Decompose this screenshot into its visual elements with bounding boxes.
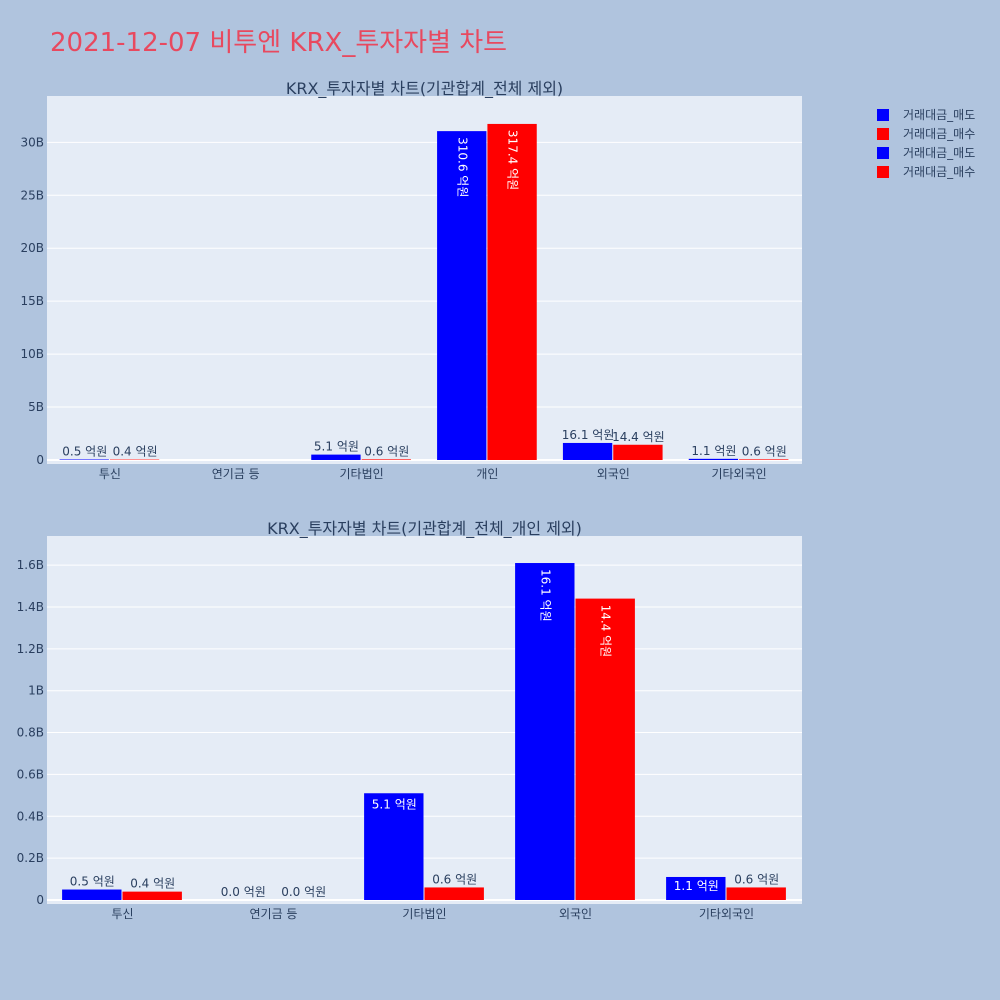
data-label: 0.5 억원	[70, 875, 115, 889]
legend-swatch	[877, 109, 889, 121]
x-tick-label: 기타법인	[339, 467, 383, 481]
data-label: 0.4 억원	[130, 877, 175, 891]
bar	[562, 442, 613, 460]
bar	[361, 459, 411, 460]
data-label: 0.0 억원	[281, 885, 326, 899]
y-tick-label: 10B	[20, 347, 44, 361]
bar	[62, 889, 122, 900]
x-tick-label: 투신	[99, 467, 121, 481]
data-label: 0.6 억원	[734, 872, 779, 886]
data-label: 14.4 억원	[599, 605, 613, 658]
data-label: 0.0 억원	[221, 885, 266, 899]
legend-label: 거래대금_매도	[903, 108, 975, 122]
y-tick-label: 0.4B	[17, 809, 44, 823]
x-tick-label: 개인	[476, 467, 498, 481]
y-tick-label: 1.2B	[17, 642, 44, 656]
data-label: 317.4 억원	[506, 130, 520, 190]
bar	[364, 793, 424, 900]
data-label: 0.6 억원	[364, 444, 409, 458]
x-tick-label: 기타외국인	[711, 467, 766, 481]
y-tick-label: 0.8B	[17, 726, 44, 740]
bar	[726, 887, 786, 900]
data-label: 1.1 억원	[674, 879, 719, 893]
data-label: 0.6 억원	[742, 444, 787, 458]
y-tick-label: 1.4B	[17, 600, 44, 614]
x-tick-label: 외국인	[559, 907, 592, 921]
bar	[311, 454, 361, 460]
data-label: 1.1 억원	[691, 444, 736, 458]
x-tick-label: 연기금 등	[212, 467, 260, 481]
y-tick-label: 30B	[20, 135, 44, 149]
bar	[688, 458, 739, 460]
y-tick-label: 0	[36, 893, 44, 907]
y-tick-label: 1.6B	[17, 558, 44, 572]
page-title: 2021-12-07 비투엔 KRX_투자자별 차트	[50, 28, 508, 58]
data-label: 14.4 억원	[612, 430, 665, 444]
x-tick-label: 외국인	[597, 467, 630, 481]
data-label: 5.1 억원	[314, 440, 359, 454]
bar	[739, 459, 789, 460]
data-label: 0.5 억원	[62, 444, 107, 458]
data-label: 310.6 억원	[455, 137, 469, 197]
y-tick-label: 0	[36, 453, 44, 467]
legend-label: 거래대금_매수	[903, 165, 975, 179]
y-tick-label: 15B	[20, 294, 44, 308]
bar	[437, 131, 487, 461]
plot-area	[47, 96, 802, 464]
x-tick-label: 연기금 등	[250, 907, 298, 921]
y-tick-label: 0.2B	[17, 851, 44, 865]
x-tick-label: 기타법인	[402, 907, 446, 921]
legend-label: 거래대금_매도	[903, 146, 975, 160]
bar	[666, 876, 726, 900]
data-label: 0.6 억원	[432, 872, 477, 886]
x-tick-label: 기타외국인	[699, 907, 754, 921]
chart-1: 0 5B 10B 15B 20B 25B 30B KRX_투자자별 차트(기관합계_전체 제외…	[20, 79, 802, 481]
chart-title: KRX_투자자별 차트(기관합계_전체_개인 제외)	[267, 519, 582, 539]
bar	[487, 123, 537, 460]
y-tick-label: 1B	[28, 684, 44, 698]
bar	[515, 563, 575, 900]
data-label: 16.1 억원	[562, 428, 615, 442]
legend-swatch	[877, 147, 889, 159]
y-tick-label: 0.6B	[17, 767, 44, 781]
chart-title: KRX_투자자별 차트(기관합계_전체 제외)	[286, 79, 563, 99]
y-tick-label: 5B	[28, 400, 44, 414]
legend-swatch	[877, 166, 889, 178]
bar	[575, 598, 635, 900]
data-label: 5.1 억원	[372, 797, 417, 811]
legend-swatch	[877, 128, 889, 140]
legend-label: 거래대금_매수	[903, 127, 975, 141]
y-tick-label: 25B	[20, 188, 44, 202]
data-label: 0.4 억원	[113, 445, 158, 459]
y-tick-label: 20B	[20, 241, 44, 255]
bar	[613, 444, 663, 460]
x-tick-label: 투신	[111, 907, 133, 921]
data-label: 16.1 억원	[538, 569, 552, 622]
bar	[424, 887, 484, 900]
bar	[59, 459, 109, 460]
chart-2: 0 0.2B 0.4B 0.6B 0.8B 1B 1.2B 1.4B 1.6B KRX_투자자별 …	[17, 519, 802, 921]
bar	[122, 891, 182, 900]
plot-area	[47, 536, 802, 904]
